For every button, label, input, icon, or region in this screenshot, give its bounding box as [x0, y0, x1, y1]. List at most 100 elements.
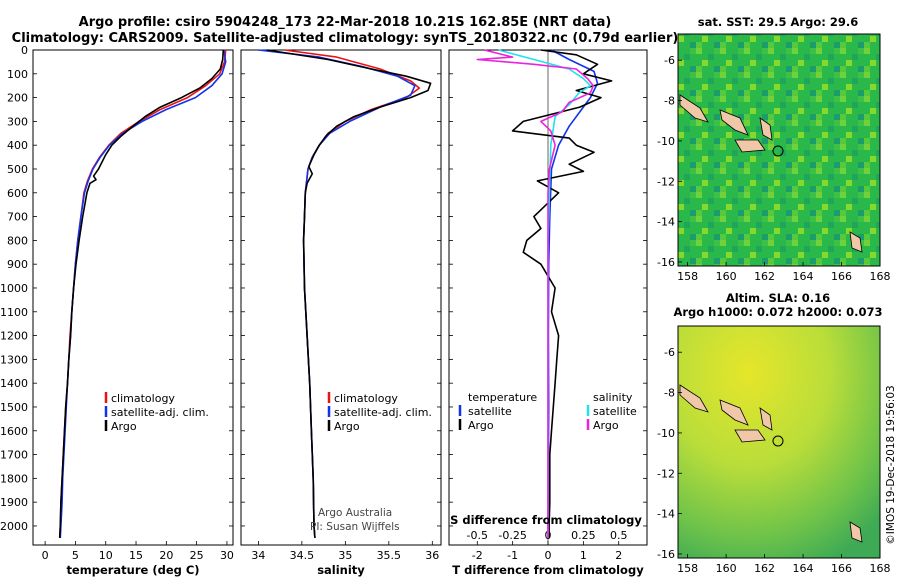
argo-location-marker [772, 145, 784, 157]
pressure-tick-label: 500 [7, 163, 28, 176]
pressure-tick-label: 1300 [0, 353, 28, 366]
s-difference-tick-label: 0.5 [610, 529, 628, 542]
t-difference-tick-label: 0 [545, 549, 552, 562]
sst-islands [679, 94, 863, 253]
map-lon-tick-label: 168 [870, 270, 891, 283]
map-lat-tick-label: -10 [657, 135, 675, 148]
salinity-tick-label: 35.5 [377, 549, 402, 562]
t-difference-tick-label: 1 [580, 549, 587, 562]
legend-label-climatology: climatology [334, 392, 398, 405]
salinity-legend: climatology satellite-adj. clim. Argo Ar… [310, 392, 432, 533]
island-choiseul [679, 94, 709, 123]
legend-heading-temperature: temperature [468, 391, 537, 404]
s-difference-x-label: S difference from climatology [450, 513, 642, 527]
credit-argo-australia: Argo Australia [318, 507, 392, 519]
pressure-tick-label: 1700 [0, 449, 28, 462]
pressure-tick-label: 1500 [0, 401, 28, 414]
map-lon-tick-label: 166 [831, 270, 852, 283]
map-lon-tick-label: 158 [677, 562, 698, 575]
pressure-tick-label: 1000 [0, 282, 28, 295]
map-lon-tick-label: 162 [754, 270, 775, 283]
legend-label-argo: Argo [111, 420, 137, 433]
salinity-x-label: salinity [317, 563, 365, 577]
map-lat-tick-label: -6 [664, 54, 675, 67]
salinity-series [258, 49, 432, 538]
title-line-2: Climatology: CARS2009. Satellite-adjuste… [12, 31, 679, 46]
legend-label-climatology: climatology [111, 392, 175, 405]
series-climatology [58, 49, 227, 538]
series-argo [266, 49, 432, 538]
map-lon-tick-label: 164 [793, 270, 814, 283]
s-difference-x-axis: -0.5 -0.25 0 0.25 0.5 [467, 529, 628, 542]
island-vanuatu [849, 231, 863, 253]
temperature-tick-label: 15 [129, 549, 143, 562]
legend-label-t-argo: Argo [468, 419, 494, 432]
legend-label-s-satellite: satellite [593, 405, 637, 418]
map-lat-tick-label: -16 [657, 548, 675, 561]
legend-heading-salinity: salinity [593, 391, 633, 404]
island-malaita [759, 407, 773, 431]
temperature-series [58, 49, 227, 538]
difference-legend: temperature satellite Argo salinity sate… [458, 391, 637, 432]
temperature-legend: climatology satellite-adj. clim. Argo [104, 392, 209, 433]
t-difference-tick-label: -1 [507, 549, 518, 562]
island-guadalcanal [734, 139, 766, 153]
island-guadalcanal [734, 429, 766, 443]
t-difference-x-label: T difference from climatology [452, 563, 644, 577]
pressure-tick-label: 0 [21, 44, 28, 57]
temperature-tick-label: 25 [190, 549, 204, 562]
argo-location-marker [772, 435, 784, 447]
island-santa-isabel [719, 399, 749, 426]
map-lat-tick-label: -12 [657, 175, 675, 188]
temperature-tick-label: 10 [99, 549, 113, 562]
map-lon-tick-label: 160 [716, 562, 737, 575]
legend-label-argo: Argo [334, 420, 360, 433]
map-lat-tick-label: -16 [657, 256, 675, 269]
map-lat-tick-label: -8 [664, 95, 675, 108]
series-s-satellite [498, 49, 592, 538]
pressure-tick-label: 1900 [0, 496, 28, 509]
pressure-tick-label: 800 [7, 234, 28, 247]
pressure-tick-label: 1400 [0, 377, 28, 390]
salinity-x-axis: 34 34.5 35 35.5 36 [251, 541, 439, 562]
credit-pi: PI: Susan Wijffels [310, 521, 400, 533]
sla-islands [679, 384, 863, 543]
pressure-tick-label: 1800 [0, 472, 28, 485]
legend-label-t-satellite: satellite [468, 405, 512, 418]
pressure-tick-label: 700 [7, 211, 28, 224]
difference-series [476, 49, 613, 538]
temperature-x-label: temperature (deg C) [66, 563, 199, 577]
map-lat-tick-label: -14 [657, 216, 675, 229]
temperature-tick-label: 0 [42, 549, 49, 562]
salinity-panel-frame [240, 49, 442, 546]
island-santa-isabel [719, 109, 749, 136]
s-difference-tick-label: 0.25 [571, 529, 596, 542]
t-difference-tick-label: -2 [472, 549, 483, 562]
map-lat-tick-label: -8 [664, 387, 675, 400]
s-difference-tick-label: -0.25 [498, 529, 526, 542]
legend-label-satellite: satellite-adj. clim. [111, 406, 209, 419]
pressure-tick-label: 1200 [0, 330, 28, 343]
salinity-tick-label: 36 [425, 549, 439, 562]
pressure-axis: 0 100 200 300 400 500 600 700 800 900 1000 1100 1200… [0, 44, 647, 533]
sla-map-title: Altim. SLA: 0.16 [726, 291, 830, 305]
map-lon-tick-label: 160 [716, 270, 737, 283]
salinity-tick-label: 34 [251, 549, 265, 562]
series-t-satellite [547, 49, 599, 538]
temperature-tick-label: 20 [159, 549, 173, 562]
pressure-tick-label: 600 [7, 187, 28, 200]
series-satellite-adj-clim- [59, 49, 227, 538]
title-line-1: Argo profile: csiro 5904248_173 22-Mar-2… [79, 15, 612, 30]
temperature-x-axis: 0 5 10 15 20 25 30 [42, 541, 234, 562]
map-lon-tick-label: 168 [870, 562, 891, 575]
sst-map-axes: 158 160 162 164 166 168 -6 -8 -10 -12 -14 -16 [657, 54, 890, 283]
temperature-tick-label: 5 [72, 549, 79, 562]
map-lat-tick-label: -6 [664, 346, 675, 359]
series-t-argo [511, 49, 613, 538]
sst-map-title: sat. SST: 29.5 Argo: 29.6 [698, 15, 858, 29]
temperature-tick-label: 30 [220, 549, 234, 562]
sst-heatmap [677, 33, 881, 267]
salinity-tick-label: 34.5 [290, 549, 315, 562]
s-difference-tick-label: -0.5 [467, 529, 488, 542]
